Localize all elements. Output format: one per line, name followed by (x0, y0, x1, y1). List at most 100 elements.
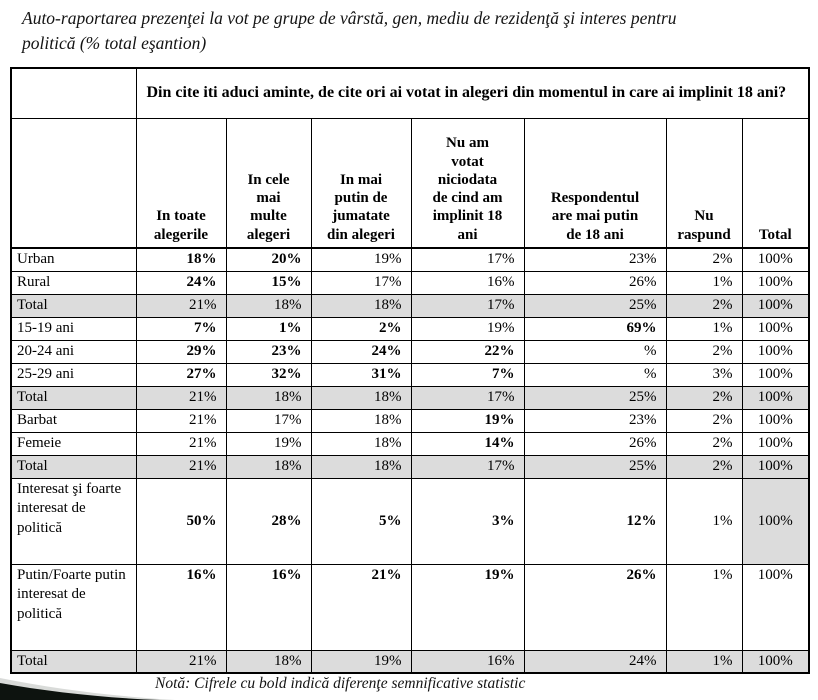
cell-value: 24% (310, 339, 412, 364)
cell-value: 16% (410, 649, 525, 674)
table-row: Barbat 21% 17% 18% 19% 23% 2% 100% (10, 408, 810, 433)
cell-value: 17% (225, 408, 312, 433)
cell-value: 28% (225, 477, 312, 565)
table-row: Total 21% 18% 19% 16% 24% 1% 100% (10, 649, 810, 674)
row-label: Barbat (10, 408, 137, 433)
cell-value: 2% (665, 431, 743, 456)
cell-value: 17% (410, 454, 525, 479)
cell-value: 16% (135, 563, 227, 651)
cell-value: 17% (410, 385, 525, 410)
cell-value: 24% (135, 270, 227, 295)
cell-value: 100% (741, 316, 810, 341)
cell-value: 3% (410, 477, 525, 565)
question-cell: Din cite iti aduci aminte, de cite ori a… (135, 67, 810, 119)
cell-value: 2% (665, 454, 743, 479)
cell-value: % (523, 339, 667, 364)
cell-value: 1% (665, 649, 743, 674)
cell-value: 5% (310, 477, 412, 565)
cell-value: 18% (225, 293, 312, 318)
cell-value: 18% (225, 649, 312, 674)
column-header: Total (741, 117, 810, 249)
cell-value: 19% (225, 431, 312, 456)
row-label: Total (10, 454, 137, 479)
table-row: 20-24 ani 29% 23% 24% 22%% 2% 100% (10, 339, 810, 364)
row-label: 15-19 ani (10, 316, 137, 341)
cell-value: 18% (135, 247, 227, 272)
cell-value: 1% (665, 563, 743, 651)
cell-value: 23% (523, 247, 667, 272)
cell-value: 16% (410, 270, 525, 295)
cell-value: 15% (225, 270, 312, 295)
cell-value: 19% (410, 408, 525, 433)
cell-value: 2% (665, 247, 743, 272)
cell-value: 26% (523, 431, 667, 456)
cell-value: 25% (523, 454, 667, 479)
cell-value: 100% (741, 362, 810, 387)
cell-value: 26% (523, 563, 667, 651)
cell-value: 69% (523, 316, 667, 341)
cell-value: 1% (665, 477, 743, 565)
cell-value: 100% (741, 477, 810, 565)
cell-value: 1% (665, 316, 743, 341)
table-row: Total 21% 18% 18% 17% 25% 2% 100% (10, 454, 810, 479)
cell-value: 17% (310, 270, 412, 295)
cell-value: 23% (225, 339, 312, 364)
cell-value: 25% (523, 293, 667, 318)
cell-value: 19% (410, 563, 525, 651)
cell-value: 26% (523, 270, 667, 295)
cell-value: 100% (741, 270, 810, 295)
cell-value: 100% (741, 293, 810, 318)
corner-swoosh-decoration-icon (0, 678, 175, 700)
cell-value: 2% (665, 339, 743, 364)
cell-value: 50% (135, 477, 227, 565)
table-body: Urban 18% 20% 19% 17% 23% 2% 100% Rural 24% 15% 17%… (10, 247, 810, 674)
cell-value: 100% (741, 649, 810, 674)
cell-value: 23% (523, 408, 667, 433)
cell-value: % (523, 362, 667, 387)
table-row: Putin/Foarte putin interesat de politică… (10, 563, 810, 651)
row-label: Total (10, 293, 137, 318)
cell-value: 100% (741, 431, 810, 456)
question-row: Din cite iti aduci aminte, de cite ori a… (10, 67, 810, 119)
cell-value: 27% (135, 362, 227, 387)
empty-corner-cell (10, 67, 137, 119)
column-header: In toate alegerile (135, 117, 227, 249)
cell-value: 17% (410, 247, 525, 272)
table-row: Rural 24% 15% 17% 16% 26% 1% 100% (10, 270, 810, 295)
cell-value: 21% (135, 454, 227, 479)
table-row: Interesat şi foarte interesat de politic… (10, 477, 810, 565)
cell-value: 18% (310, 408, 412, 433)
row-label: Urban (10, 247, 137, 272)
cell-value: 1% (225, 316, 312, 341)
cell-value: 100% (741, 408, 810, 433)
cell-value: 12% (523, 477, 667, 565)
table-row: Total 21% 18% 18% 17% 25% 2% 100% (10, 385, 810, 410)
cell-value: 31% (310, 362, 412, 387)
cell-value: 20% (225, 247, 312, 272)
cell-value: 16% (225, 563, 312, 651)
column-header: Nu raspund (665, 117, 743, 249)
cell-value: 18% (225, 385, 312, 410)
cell-value: 19% (410, 316, 525, 341)
row-label: Total (10, 649, 137, 674)
cell-value: 18% (310, 454, 412, 479)
cell-value: 18% (310, 431, 412, 456)
row-label: Interesat şi foarte interesat de politic… (10, 477, 137, 565)
cell-value: 3% (665, 362, 743, 387)
column-header: Nu am votat niciodata de cind am implini… (410, 117, 525, 249)
empty-header-cell (10, 117, 137, 249)
cell-value: 100% (741, 454, 810, 479)
cell-value: 21% (310, 563, 412, 651)
table-row: Femeie 21% 19% 18% 14% 26% 2% 100% (10, 431, 810, 456)
cell-value: 22% (410, 339, 525, 364)
cell-value: 100% (741, 247, 810, 272)
cell-value: 21% (135, 385, 227, 410)
row-label: 20-24 ani (10, 339, 137, 364)
cell-value: 2% (310, 316, 412, 341)
cell-value: 2% (665, 408, 743, 433)
table-row: 15-19 ani 7% 1% 2% 19% 69% 1% 100% (10, 316, 810, 341)
column-header-row: In toate alegerile In cele mai multe ale… (10, 117, 810, 249)
cell-value: 7% (135, 316, 227, 341)
cell-value: 32% (225, 362, 312, 387)
